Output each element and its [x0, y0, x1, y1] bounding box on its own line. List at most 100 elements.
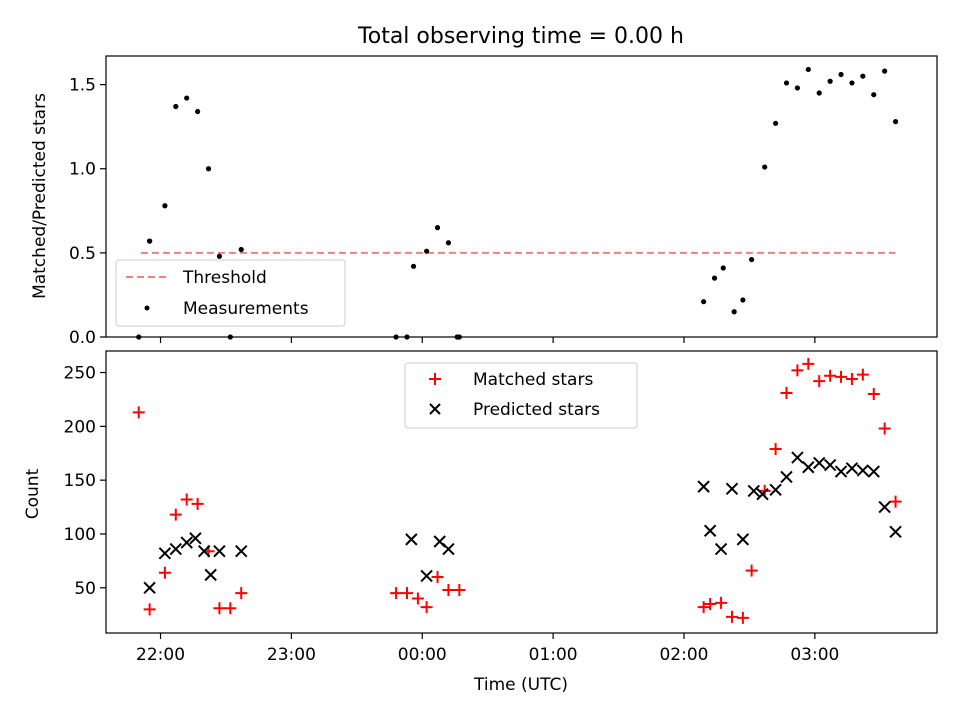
x-tick-label: 22:00 — [136, 645, 185, 665]
legend-matched-label: Matched stars — [473, 370, 593, 390]
measurement-point — [227, 334, 233, 340]
top-y-tick-label: 1.0 — [69, 160, 96, 180]
predicted-star-point — [813, 456, 826, 470]
measurement-point — [849, 80, 855, 86]
matched-star-point — [400, 587, 413, 600]
matched-star-point — [889, 495, 902, 508]
measurement-point — [749, 256, 755, 263]
predicted-star-point — [420, 569, 433, 583]
predicted-star-point — [889, 525, 902, 539]
measurement-point — [783, 80, 790, 86]
measurement-point — [410, 263, 417, 269]
matched-stars-points — [132, 357, 902, 624]
matched-star-point — [867, 388, 880, 401]
matched-star-point — [780, 386, 793, 399]
predicted-star-point — [213, 544, 226, 558]
top-axes: 0.0 0.5 1.0 1.5 — [69, 55, 938, 348]
matched-star-point — [132, 406, 145, 419]
x-axis-label: Time (UTC) — [473, 675, 568, 695]
measurement-point — [711, 275, 718, 281]
predicted-star-point — [204, 568, 217, 582]
matched-star-point — [224, 602, 237, 615]
top-legend-box — [115, 259, 346, 327]
measurement-point — [762, 164, 768, 170]
top-y-tick-label: 1.5 — [69, 76, 96, 96]
matched-star-point — [769, 442, 782, 455]
legend-measurements-swatch — [144, 305, 150, 311]
matched-star-point — [390, 587, 403, 600]
measurement-point — [805, 66, 811, 73]
matched-star-point — [180, 493, 193, 506]
measurement-point — [794, 85, 801, 91]
legend-predicted-swatch — [429, 403, 441, 415]
predicted-star-point — [845, 462, 859, 475]
predicted-star-point — [169, 542, 183, 556]
matched-star-point — [169, 508, 182, 521]
x-tick-label: 00:00 — [398, 645, 447, 665]
predicted-star-point — [235, 544, 248, 558]
bottom-y-tick-label: 250 — [64, 364, 96, 384]
measurement-point — [184, 95, 190, 101]
measurement-point — [136, 334, 142, 340]
measurement-point — [827, 78, 833, 84]
matched-star-point — [824, 369, 837, 382]
predicted-star-point — [780, 470, 793, 484]
bottom-legend: Matched stars Predicted stars — [404, 362, 638, 429]
top-legend: Threshold Measurements — [115, 259, 346, 327]
predicted-star-point — [756, 487, 769, 501]
matched-star-point — [442, 583, 455, 596]
predicted-star-point — [791, 451, 804, 464]
matched-star-point — [420, 601, 433, 614]
measurement-point — [456, 334, 462, 340]
matched-star-point — [715, 596, 728, 609]
matched-star-point — [802, 357, 815, 370]
top-y-axis-label: Matched/Predicted stars — [30, 93, 50, 299]
predicted-star-point — [802, 461, 815, 474]
measurement-point — [882, 68, 888, 74]
matched-star-point — [745, 564, 758, 577]
matched-star-point — [411, 592, 424, 605]
bottom-y-tick-label: 200 — [64, 417, 96, 437]
measurement-point — [720, 265, 726, 271]
matched-star-point — [845, 372, 858, 385]
matched-star-point — [704, 597, 717, 610]
measurement-point — [216, 253, 223, 259]
measurement-point — [740, 297, 746, 303]
legend-threshold-label: Threshold — [182, 268, 267, 288]
matched-star-point — [813, 375, 826, 388]
matched-star-point — [158, 566, 171, 579]
bottom-y-tick-label: 50 — [74, 579, 96, 599]
measurement-point — [238, 246, 244, 253]
predicted-star-point — [189, 532, 202, 545]
x-tick-label: 02:00 — [659, 645, 708, 665]
legend-predicted-label: Predicted stars — [473, 400, 600, 420]
predicted-star-point — [823, 458, 837, 472]
measurement-point — [860, 73, 866, 79]
bottom-legend-box — [404, 362, 638, 429]
matched-star-point — [143, 603, 156, 616]
measurement-point — [892, 119, 899, 125]
top-y-tick-label: 0.0 — [69, 328, 96, 348]
legend-measurements-label: Measurements — [183, 299, 309, 319]
measurement-point — [162, 203, 168, 209]
matched-star-point — [213, 602, 226, 615]
predicted-star-point — [736, 533, 750, 546]
measurement-point — [445, 240, 452, 246]
bottom-y-axis-label: Count — [23, 468, 43, 519]
matched-star-point — [235, 587, 248, 600]
matched-star-point — [191, 497, 204, 510]
predicted-star-point — [747, 484, 760, 498]
measurement-point — [393, 334, 399, 340]
bottom-plot-frame — [105, 350, 938, 634]
legend-matched-swatch — [429, 373, 441, 385]
predicted-star-point — [158, 547, 172, 560]
matched-star-point — [835, 370, 848, 383]
predicted-star-point — [878, 500, 891, 514]
top-chart-title: Total observing time = 0.00 h — [357, 24, 684, 49]
measurement-point — [424, 248, 430, 254]
predicted-star-point — [867, 465, 880, 478]
matched-star-point — [736, 611, 749, 624]
measurement-point — [434, 225, 441, 231]
